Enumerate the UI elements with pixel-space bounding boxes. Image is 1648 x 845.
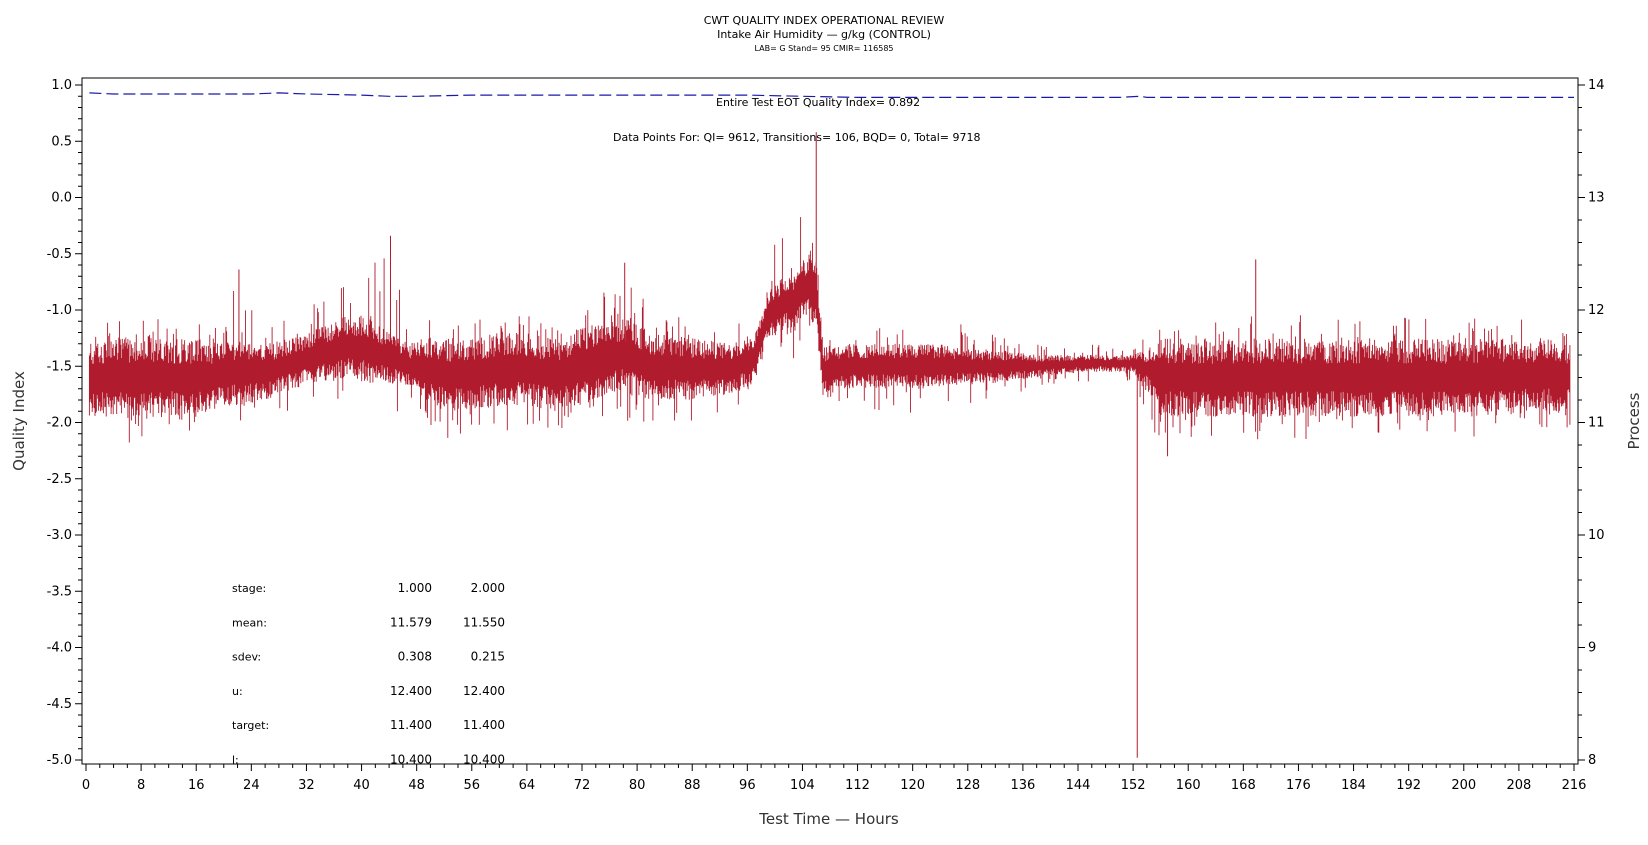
x-tick-label: 32 — [298, 778, 315, 793]
stats-label: l: — [232, 754, 239, 767]
y-axis-left-label: Quality Index — [10, 371, 28, 471]
x-tick-label: 112 — [845, 778, 870, 793]
y-left-tick-label: -5.0 — [47, 753, 72, 768]
x-tick-label: 0 — [82, 778, 90, 793]
x-tick-label: 136 — [1010, 778, 1035, 793]
data-points-annotation: Data Points For: QI= 9612, Transitions= … — [613, 131, 981, 144]
eot-annotation: Entire Test EOT Quality Index= 0.892 — [716, 96, 920, 109]
stats-value-stage2: 11.550 — [463, 615, 505, 629]
x-tick-label: 72 — [574, 778, 591, 793]
y-right-tick-label: 12 — [1588, 303, 1605, 318]
stats-value-stage2: 10.400 — [463, 753, 505, 767]
stats-value-stage1: 1.000 — [398, 581, 432, 595]
stats-value-stage1: 11.579 — [390, 615, 432, 629]
stats-label: stage: — [232, 582, 266, 595]
y-right-tick-label: 10 — [1588, 528, 1605, 543]
x-tick-label: 160 — [1176, 778, 1201, 793]
chart-subtitle: Intake Air Humidity — g/kg (CONTROL) — [717, 28, 931, 41]
y-left-tick-label: -4.5 — [47, 697, 72, 712]
y-right-tick-label: 13 — [1588, 191, 1605, 206]
stats-value-stage2: 12.400 — [463, 684, 505, 698]
y-left-tick-label: 0.5 — [51, 134, 72, 149]
y-left-tick-label: -1.5 — [47, 359, 72, 374]
chart-subtitle-2: LAB= G Stand= 95 CMIR= 116585 — [754, 44, 893, 53]
stats-value-stage2: 11.400 — [463, 718, 505, 732]
x-tick-label: 48 — [408, 778, 425, 793]
y-left-tick-label: 0.0 — [51, 191, 72, 206]
plot-frame — [81, 77, 1579, 765]
x-tick-label: 128 — [955, 778, 980, 793]
x-tick-label: 176 — [1286, 778, 1311, 793]
x-tick-label: 216 — [1562, 778, 1587, 793]
stats-value-stage2: 0.215 — [471, 650, 505, 664]
y-right-tick-label: 14 — [1588, 78, 1605, 93]
x-tick-label: 40 — [353, 778, 370, 793]
x-tick-label: 80 — [629, 778, 646, 793]
y-axis-right-label: Process — [1625, 392, 1643, 449]
qi-series-line — [89, 92, 1574, 98]
y-left-tick-label: -0.5 — [47, 247, 72, 262]
axes: 0 8 16 24 32 40 48 56 64 72 80 88 96 104 112 120 128 136 1… — [47, 78, 1605, 793]
x-tick-label: 192 — [1396, 778, 1421, 793]
x-tick-label: 16 — [188, 778, 205, 793]
stats-table: stage: 1.000 2.000 mean: 11.579 11.550 sdev: 0.… — [232, 581, 505, 767]
x-tick-label: 144 — [1066, 778, 1091, 793]
stats-label: sdev: — [232, 651, 261, 664]
stats-value-stage1: 11.400 — [390, 718, 432, 732]
chart-title: CWT QUALITY INDEX OPERATIONAL REVIEW — [704, 14, 945, 27]
x-tick-label: 208 — [1506, 778, 1531, 793]
x-tick-label: 8 — [137, 778, 145, 793]
x-tick-label: 96 — [739, 778, 756, 793]
stats-value-stage1: 10.400 — [390, 753, 432, 767]
stats-value-stage1: 12.400 — [390, 684, 432, 698]
y-right-tick-label: 11 — [1588, 416, 1605, 431]
x-tick-label: 184 — [1341, 778, 1366, 793]
x-tick-label: 168 — [1231, 778, 1256, 793]
x-tick-label: 152 — [1121, 778, 1146, 793]
process-trace — [88, 217, 1571, 443]
y-left-tick-label: -2.5 — [47, 472, 72, 487]
stats-value-stage1: 0.308 — [398, 650, 432, 664]
stats-label: mean: — [232, 616, 267, 629]
y-left-tick-label: -3.0 — [47, 528, 72, 543]
x-tick-label: 120 — [900, 778, 925, 793]
y-left-tick-label: -3.5 — [47, 584, 72, 599]
y-right-tick-label: 9 — [1588, 641, 1596, 656]
x-axis-label: Test Time — Hours — [758, 810, 899, 828]
x-tick-label: 24 — [243, 778, 260, 793]
y-left-tick-label: -2.0 — [47, 416, 72, 431]
y-left-tick-label: 1.0 — [51, 78, 72, 93]
y-left-tick-label: -4.0 — [47, 641, 72, 656]
process-series — [88, 132, 1571, 758]
stats-value-stage2: 2.000 — [471, 581, 505, 595]
x-tick-label: 88 — [684, 778, 701, 793]
series-layer — [88, 92, 1574, 758]
y-right-tick-label: 8 — [1588, 753, 1596, 768]
x-tick-label: 56 — [464, 778, 481, 793]
y-left-tick-label: -1.0 — [47, 303, 72, 318]
x-tick-label: 200 — [1451, 778, 1476, 793]
stats-label: target: — [232, 719, 269, 732]
stats-label: u: — [232, 685, 243, 698]
x-tick-label: 64 — [519, 778, 536, 793]
x-tick-label: 104 — [790, 778, 815, 793]
